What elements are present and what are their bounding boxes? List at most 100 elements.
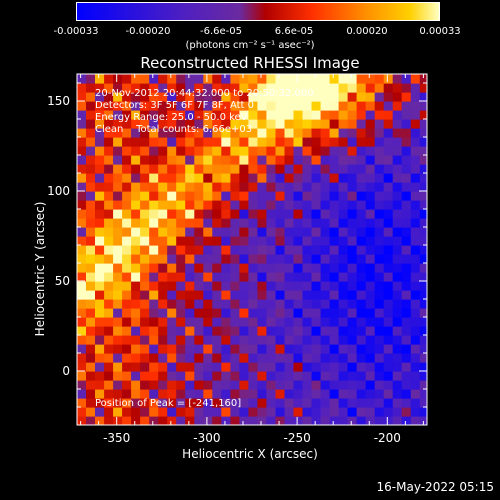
heatmap-cell	[176, 407, 186, 417]
heatmap-cell	[293, 416, 304, 425]
heatmap-cell	[167, 137, 177, 147]
heatmap-cell	[338, 164, 349, 174]
heatmap-cell	[86, 344, 96, 354]
heatmap-cell	[419, 272, 427, 282]
heatmap-cell	[212, 245, 222, 255]
heatmap-cell	[158, 182, 168, 192]
heatmap-cell	[77, 209, 87, 219]
heatmap-cell	[338, 389, 349, 399]
heatmap-cell	[158, 344, 168, 354]
heatmap-cell	[392, 281, 403, 291]
heatmap-cell	[383, 182, 394, 192]
heatmap-cell	[122, 101, 132, 111]
heatmap-cell	[158, 317, 168, 327]
heatmap-cell	[329, 326, 340, 336]
heatmap-cell	[176, 146, 186, 156]
heatmap-cell	[266, 281, 276, 291]
heatmap-cell	[365, 92, 376, 102]
heatmap-cell	[194, 353, 204, 363]
heatmap-cell	[410, 92, 421, 102]
heatmap-cell	[230, 254, 240, 264]
heatmap-cell	[230, 299, 240, 309]
heatmap-cell	[383, 317, 394, 327]
heatmap-cell	[203, 362, 213, 372]
heatmap-cell	[338, 218, 349, 228]
heatmap-cell	[275, 128, 286, 138]
heatmap-cell	[113, 344, 123, 354]
heatmap-cell	[104, 290, 114, 300]
heatmap-cell	[311, 407, 322, 417]
heatmap-cell	[356, 362, 367, 372]
heatmap-cell	[383, 290, 394, 300]
heatmap-cell	[275, 380, 286, 390]
heatmap-cell	[293, 263, 304, 273]
heatmap-cell	[176, 101, 186, 111]
heatmap-cell	[374, 119, 385, 129]
heatmap-cell	[338, 380, 349, 390]
heatmap-cell	[284, 218, 295, 228]
heatmap-cell	[86, 236, 96, 246]
heatmap-cell	[401, 407, 412, 417]
heatmap-cell	[95, 398, 105, 408]
heatmap-cell	[131, 236, 141, 246]
heatmap-cell	[176, 371, 186, 381]
heatmap-cell	[347, 380, 358, 390]
heatmap-cell	[104, 164, 114, 174]
heatmap-cell	[410, 227, 421, 237]
heatmap-cell	[365, 227, 376, 237]
heatmap-cell	[320, 371, 331, 381]
axis-tick-label: 150	[47, 94, 70, 108]
heatmap-cell	[113, 380, 123, 390]
heatmap-cell	[311, 281, 322, 291]
heatmap-cell	[221, 326, 231, 336]
heatmap-cell	[113, 353, 123, 363]
heatmap-cell	[356, 236, 367, 246]
heatmap-cell	[284, 308, 295, 318]
heatmap-cell	[176, 245, 186, 255]
heatmap-cell	[122, 218, 132, 228]
heatmap-cell	[140, 92, 150, 102]
heatmap-cell	[140, 245, 150, 255]
heatmap-cell	[113, 281, 123, 291]
heatmap-cell	[257, 335, 267, 345]
heatmap-cell	[410, 101, 421, 111]
heatmap-cell	[185, 263, 195, 273]
heatmap-cell	[401, 317, 412, 327]
heatmap-cell	[176, 173, 186, 183]
heatmap-cell	[356, 407, 367, 417]
heatmap-cell	[95, 281, 105, 291]
heatmap-cell	[140, 362, 150, 372]
heatmap-cell	[320, 389, 331, 399]
heatmap-cell	[203, 272, 213, 282]
heatmap-cell	[230, 335, 240, 345]
heatmap-cell	[293, 182, 304, 192]
heatmap-cell	[131, 335, 141, 345]
heatmap-cell	[275, 83, 286, 93]
heatmap-cell	[104, 371, 114, 381]
heatmap-cell	[347, 128, 358, 138]
heatmap-cell	[239, 110, 249, 120]
heatmap-cell	[86, 101, 96, 111]
heatmap-cell	[185, 164, 195, 174]
heatmap-cell	[293, 281, 304, 291]
heatmap-cell	[122, 164, 132, 174]
heatmap-cell	[410, 290, 421, 300]
heatmap-cell	[77, 128, 87, 138]
heatmap-cell	[374, 416, 385, 425]
heatmap-cell	[356, 272, 367, 282]
heatmap-cell	[248, 308, 258, 318]
heatmap-cell	[257, 110, 267, 120]
heatmap-cell	[194, 236, 204, 246]
heatmap-cell	[329, 335, 340, 345]
heatmap-cell	[248, 263, 258, 273]
heatmap-cell	[311, 209, 322, 219]
heatmap-cell	[176, 317, 186, 327]
heatmap-cell	[230, 209, 240, 219]
heatmap-cell	[383, 362, 394, 372]
heatmap-cell	[257, 137, 267, 147]
heatmap-cell	[131, 389, 141, 399]
heatmap-cell	[113, 299, 123, 309]
heatmap-cell	[329, 200, 340, 210]
heatmap-cell	[320, 326, 331, 336]
heatmap-cell	[167, 83, 177, 93]
